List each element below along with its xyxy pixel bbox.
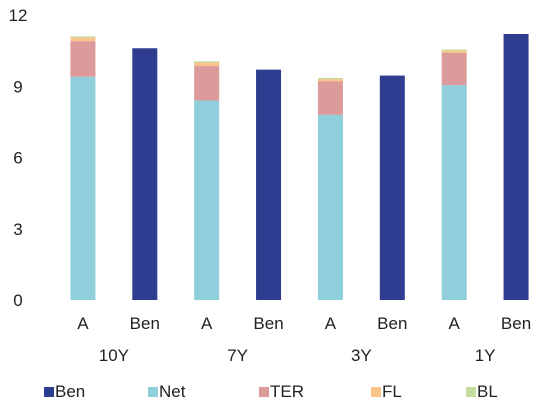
bar-segment-ben (256, 69, 282, 300)
legend-label: Ben (55, 382, 85, 401)
y-tick-label: 0 (13, 291, 22, 310)
legend-swatch (148, 387, 158, 397)
x-category-label: A (77, 314, 89, 333)
legend-swatch (44, 387, 54, 397)
x-category-label: A (325, 314, 337, 333)
y-tick-label: 12 (9, 6, 28, 25)
legend-item-ter: TER (259, 382, 304, 401)
legend-label: Net (159, 382, 186, 401)
legend-label: BL (477, 382, 498, 401)
bar-segment-ben (503, 34, 529, 300)
bars (70, 34, 529, 300)
bar-segment-bl (194, 61, 220, 63)
bar-segment-fl (194, 62, 220, 67)
x-category-label: Ben (501, 314, 531, 333)
legend-swatch (466, 387, 476, 397)
bar-segment-ter (194, 66, 220, 101)
x-group-label: 10Y (99, 346, 129, 365)
bar-segment-ter (317, 81, 343, 115)
x-category-label: Ben (130, 314, 160, 333)
bar-segment-ben (132, 48, 158, 300)
x-group-label: 1Y (475, 346, 496, 365)
bar-segment-bl (70, 36, 96, 38)
bar-segment-net (441, 85, 467, 300)
legend-label: FL (382, 382, 402, 401)
y-tick-label: 6 (13, 149, 22, 168)
bar-segment-fl (441, 50, 467, 54)
bar-segment-bl (317, 77, 343, 80)
legend-item-fl: FL (371, 382, 402, 401)
x-group-label: 7Y (227, 346, 248, 365)
y-axis: 0 3 6 9 12 (9, 6, 28, 310)
bar-segment-fl (317, 79, 343, 82)
legend-swatch (259, 387, 269, 397)
x-category-label: A (201, 314, 213, 333)
bar-segment-net (70, 76, 96, 300)
y-tick-label: 9 (13, 77, 22, 96)
legend: Ben Net TER FL BL (44, 382, 498, 401)
legend-label: TER (270, 382, 304, 401)
bar-segment-net (317, 114, 343, 300)
x-axis-group-labels: 10Y 7Y 3Y 1Y (99, 346, 496, 365)
bar-segment-fl (70, 37, 96, 42)
legend-item-net: Net (148, 382, 186, 401)
x-category-label: A (449, 314, 461, 333)
bar-segment-ter (70, 41, 96, 77)
bar-segment-ben (379, 75, 405, 300)
x-category-label: Ben (253, 314, 283, 333)
legend-item-ben: Ben (44, 382, 85, 401)
bar-segment-net (194, 100, 220, 300)
x-axis-category-labels: A Ben A Ben A Ben A Ben (77, 314, 531, 333)
legend-swatch (371, 387, 381, 397)
x-category-label: Ben (377, 314, 407, 333)
x-group-label: 3Y (351, 346, 372, 365)
y-tick-label: 3 (13, 220, 22, 239)
legend-item-bl: BL (466, 382, 498, 401)
bar-segment-bl (441, 49, 467, 51)
bar-segment-ter (441, 53, 467, 86)
